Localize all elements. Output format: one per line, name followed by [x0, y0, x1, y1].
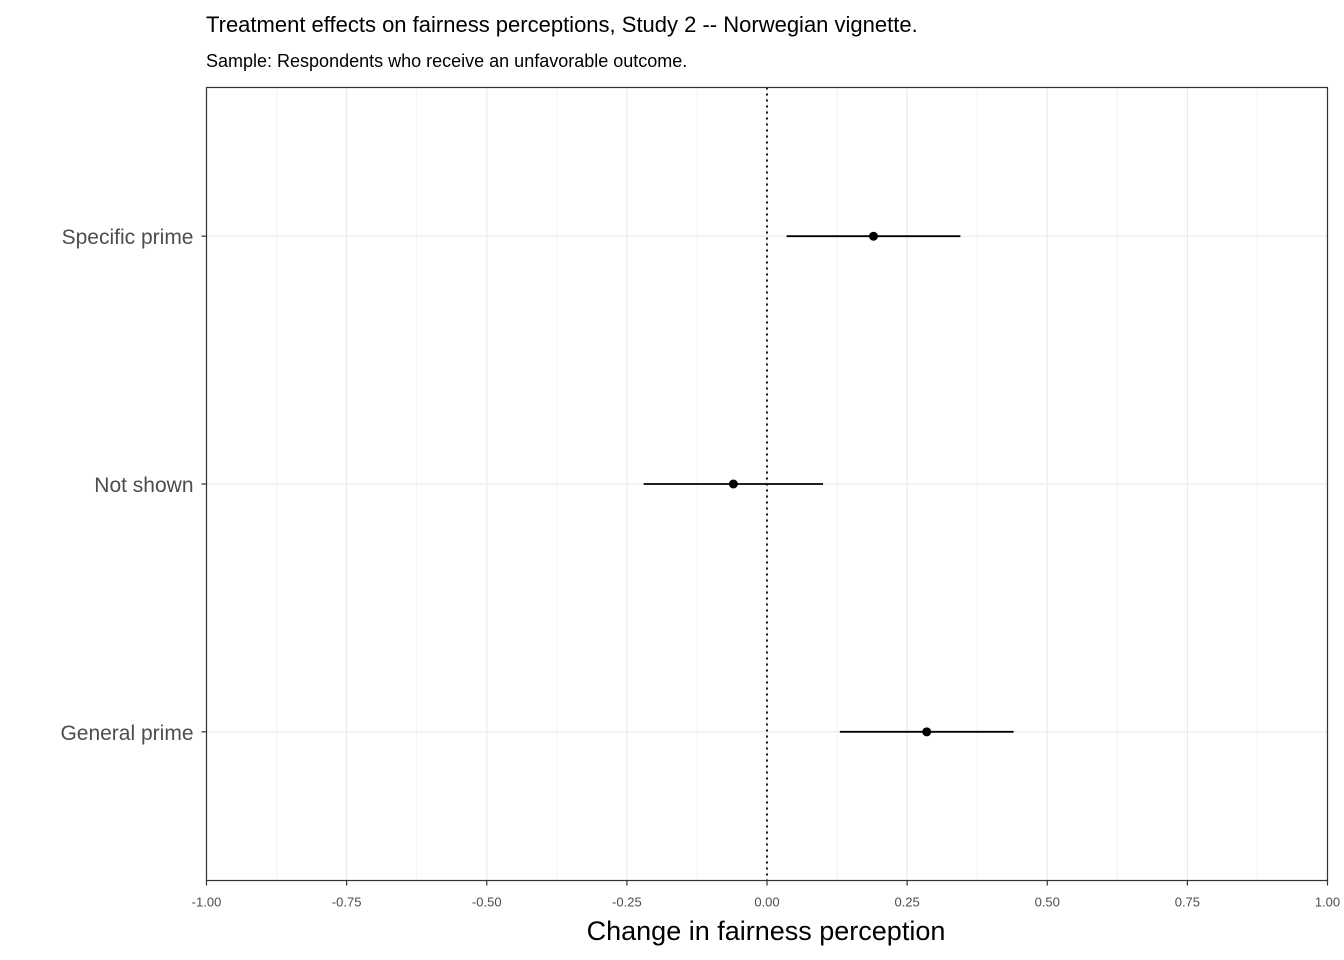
x-tick-label: -0.50 — [472, 895, 502, 910]
axis-layer: -1.00 -0.75 -0.50 -0.25 0.00 0.25 0.50 0.75 1.00… — [60, 226, 1340, 909]
chart-title: Treatment effects on fairness perception… — [206, 12, 918, 37]
x-tick-label: -0.25 — [612, 895, 642, 910]
x-tick-label: 0.50 — [1035, 895, 1060, 910]
x-axis-label: Change in fairness perception — [587, 916, 946, 946]
x-tick-label: 0.75 — [1175, 895, 1200, 910]
x-tick-label: 0.25 — [894, 895, 919, 910]
y-tick-label: Not shown — [94, 474, 193, 497]
x-tick-label: 1.00 — [1315, 895, 1340, 910]
y-tick-label: General prime — [60, 722, 193, 745]
point-estimate — [922, 727, 932, 737]
chart-subtitle: Sample: Respondents who receive an unfav… — [206, 51, 688, 71]
y-tick-label: Specific prime — [62, 226, 194, 249]
x-tick-label: -1.00 — [192, 895, 222, 910]
point-estimate — [728, 479, 738, 489]
x-tick-label: -0.75 — [332, 895, 362, 910]
data-layer — [643, 231, 1014, 737]
x-tick-label: 0.00 — [754, 895, 779, 910]
point-estimate — [868, 231, 878, 241]
